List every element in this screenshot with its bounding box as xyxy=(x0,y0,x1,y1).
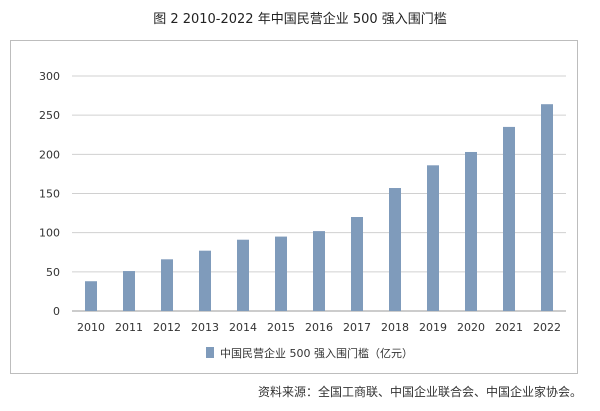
y-tick-label: 300 xyxy=(39,70,60,83)
x-tick-label: 2011 xyxy=(115,321,143,334)
bar-2014 xyxy=(237,239,249,311)
y-tick-label: 0 xyxy=(53,305,60,318)
bar-2018 xyxy=(389,188,401,311)
x-tick-label: 2017 xyxy=(343,321,371,334)
x-tick-label: 2015 xyxy=(267,321,295,334)
bar-2020 xyxy=(465,151,477,311)
bars xyxy=(85,104,553,312)
x-tick-label: 2021 xyxy=(495,321,523,334)
chart-panel xyxy=(10,40,578,374)
y-tick-label: 200 xyxy=(39,148,60,161)
y-tick-label: 250 xyxy=(39,109,60,122)
bar-2016 xyxy=(313,231,325,311)
bar-2010 xyxy=(85,281,97,311)
y-tick-label: 100 xyxy=(39,227,60,240)
x-tick-label: 2014 xyxy=(229,321,257,334)
source-note: 资料来源：全国工商联、中国企业联合会、中国企业家协会。 xyxy=(257,385,582,399)
bar-2022 xyxy=(541,104,553,311)
x-tick-label: 2016 xyxy=(305,321,333,334)
x-tick-label: 2022 xyxy=(533,321,561,334)
x-tick-label: 2013 xyxy=(191,321,219,334)
bar-2013 xyxy=(199,250,211,311)
x-tick-label: 2012 xyxy=(153,321,181,334)
x-tick-label: 2020 xyxy=(457,321,485,334)
y-tick-label: 50 xyxy=(46,266,60,279)
bar-2011 xyxy=(123,271,135,311)
legend: 中国民营企业 500 强入围门槛（亿元） xyxy=(206,346,413,360)
bar-2019 xyxy=(427,165,439,311)
bar-2015 xyxy=(275,236,287,311)
y-tick-labels: 0 50 100 150 200 250 300 xyxy=(39,70,60,318)
y-tick-label: 150 xyxy=(39,188,60,201)
chart-title: 图 2 2010-2022 年中国民营企业 500 强入围门槛 xyxy=(153,12,447,27)
x-tick-label: 2019 xyxy=(419,321,447,334)
bar-2012 xyxy=(161,259,173,311)
x-tick-labels: 2010 2011 2012 2013 2014 2015 2016 2017 2018 2019… xyxy=(77,321,561,334)
legend-label: 中国民营企业 500 强入围门槛（亿元） xyxy=(220,346,413,360)
x-tick-label: 2018 xyxy=(381,321,409,334)
legend-swatch xyxy=(206,347,214,358)
bar-2021 xyxy=(503,126,515,312)
bar-2017 xyxy=(351,217,363,311)
x-tick-label: 2010 xyxy=(77,321,105,334)
